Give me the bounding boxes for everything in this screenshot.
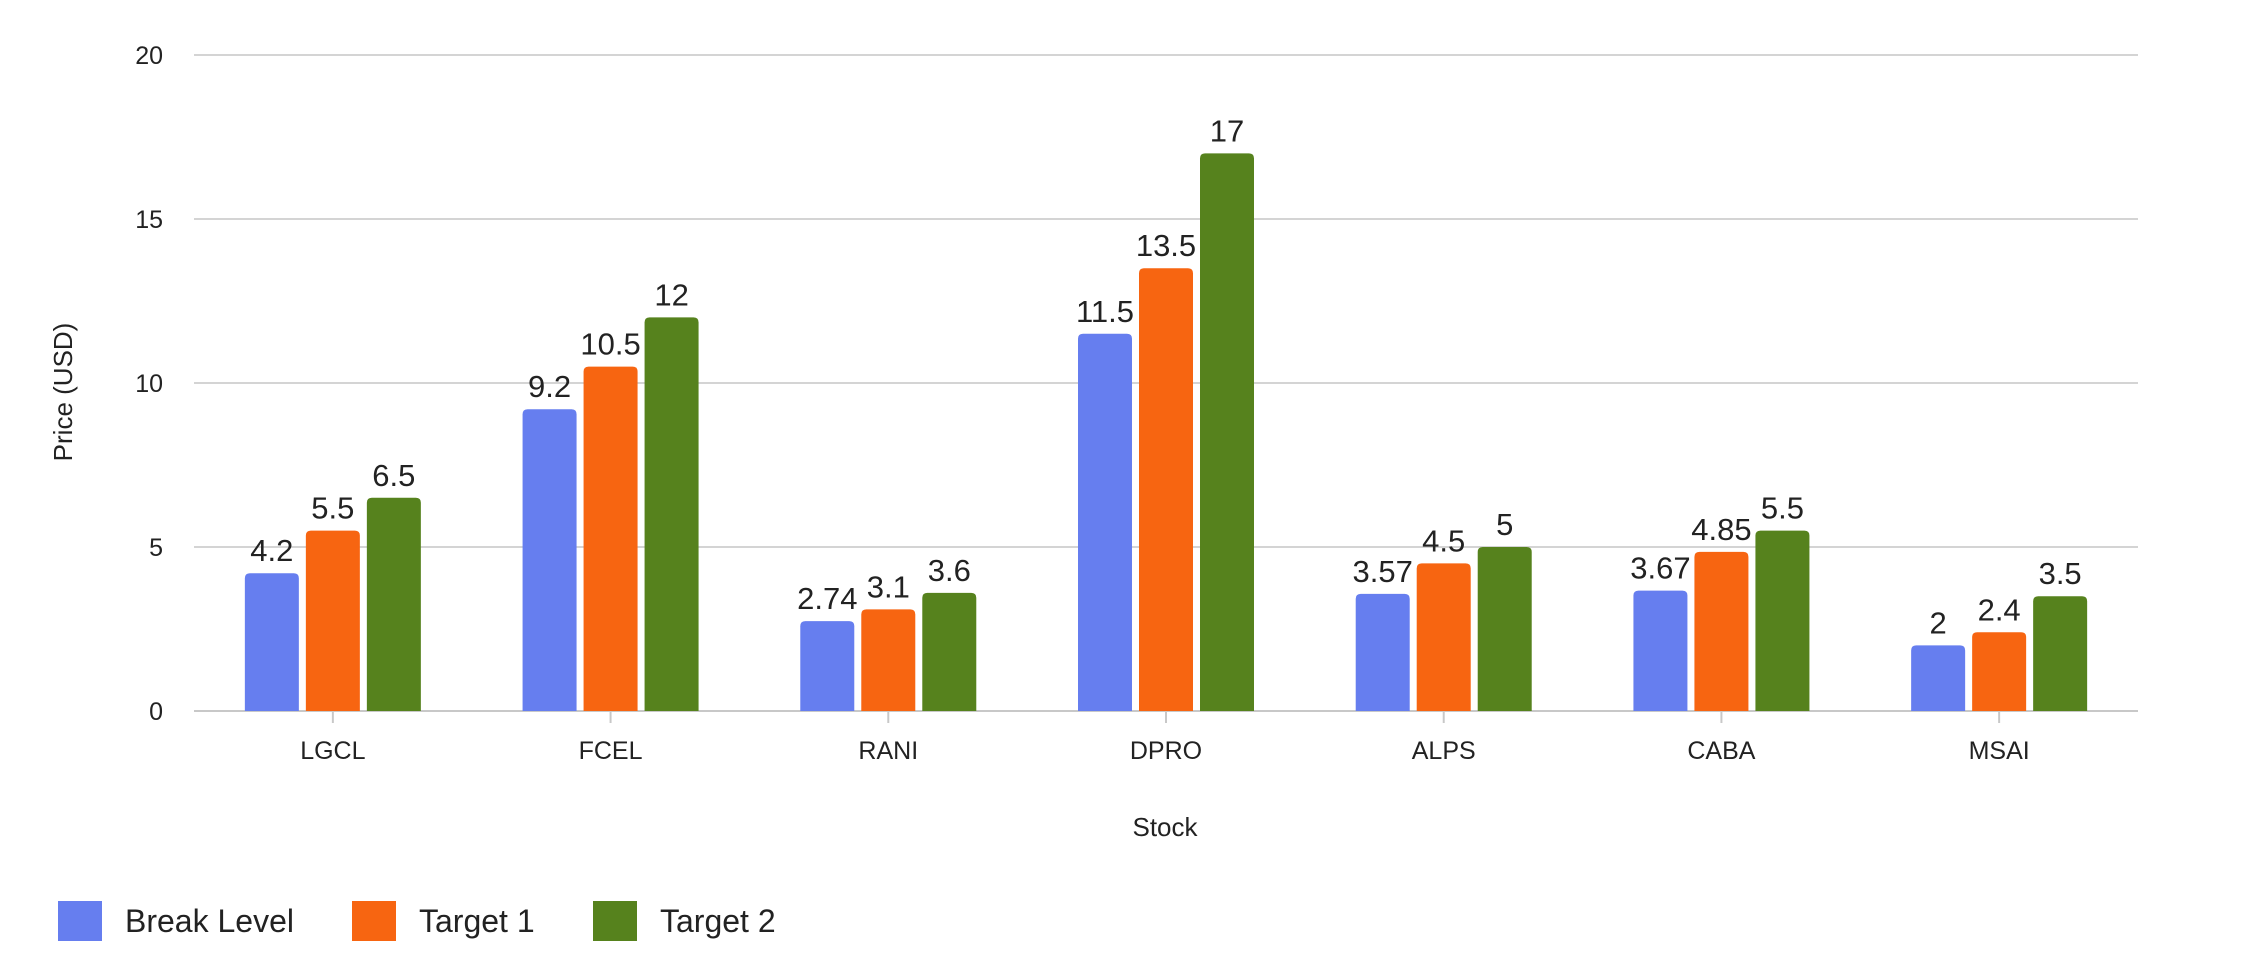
legend-item: Break Level	[58, 901, 294, 941]
y-tick-label: 10	[135, 370, 163, 398]
x-tick-label: FCEL	[579, 737, 643, 765]
bar	[644, 317, 699, 711]
data-label: 2.4	[1978, 592, 2021, 627]
data-label: 11.5	[1076, 294, 1134, 329]
data-label: 3.67	[1630, 551, 1690, 586]
x-axis-ticks: LGCL FCEL RANI DPRO ALPS CABA MSAI	[300, 711, 2030, 765]
legend-swatch	[593, 901, 637, 941]
legend-label: Target 1	[419, 903, 535, 939]
bar	[922, 592, 977, 711]
data-label: 3.5	[2039, 556, 2082, 591]
bar	[1200, 153, 1254, 711]
bar	[2033, 596, 2088, 711]
data-label: 2.74	[797, 581, 857, 616]
data-label: 5.5	[1761, 491, 1804, 526]
y-tick-label: 5	[149, 534, 163, 562]
bar	[244, 573, 299, 711]
bar	[1694, 551, 1749, 711]
legend-swatch	[58, 901, 102, 941]
bar	[1355, 593, 1410, 711]
legend-label: Target 2	[660, 903, 776, 939]
data-label: 5	[1496, 507, 1513, 542]
bar	[522, 409, 577, 711]
data-label: 6.5	[372, 458, 415, 493]
bar	[800, 621, 855, 711]
data-label: 3.6	[928, 553, 971, 588]
x-tick-label: RANI	[858, 737, 918, 765]
x-tick-label: LGCL	[300, 737, 365, 765]
y-tick-label: 0	[149, 698, 163, 726]
bar	[366, 497, 421, 711]
legend-item: Target 1	[352, 901, 535, 941]
data-label: 3.1	[867, 569, 910, 604]
bar	[1633, 590, 1688, 711]
data-label: 13.5	[1136, 228, 1196, 263]
bar	[1078, 333, 1132, 711]
data-label: 4.85	[1691, 512, 1751, 547]
y-axis-ticks: 0 5 10 15 20	[135, 42, 163, 726]
bar	[305, 530, 360, 711]
bar	[1477, 547, 1532, 711]
data-labels: 4.2 5.5 6.5 9.2 10.5 12 2.74 3.1 3.6 11.513.5 17 3.…	[250, 113, 2081, 640]
data-label: 2	[1930, 605, 1947, 640]
data-label: 10.5	[580, 327, 640, 362]
x-tick-label: MSAI	[1969, 737, 2030, 765]
bar	[583, 366, 638, 711]
data-label: 5.5	[311, 491, 354, 526]
bar	[1911, 645, 1966, 711]
y-tick-label: 15	[135, 206, 163, 234]
x-axis-title: Stock	[1132, 812, 1198, 842]
y-axis-title: Price (USD)	[48, 323, 78, 462]
x-tick-label: ALPS	[1412, 737, 1476, 765]
data-label: 17	[1210, 113, 1244, 148]
bar	[861, 609, 916, 711]
data-label: 3.57	[1353, 554, 1413, 589]
legend-item: Target 2	[593, 901, 776, 941]
x-tick-label: DPRO	[1130, 737, 1202, 765]
data-label: 4.2	[250, 533, 293, 568]
bar	[1972, 632, 2027, 711]
data-label: 12	[654, 277, 688, 312]
legend-swatch	[352, 901, 396, 941]
bars	[244, 153, 2088, 711]
y-tick-label: 20	[135, 42, 163, 70]
bar	[1139, 268, 1193, 711]
legend: Break Level Target 1 Target 2	[58, 901, 776, 941]
legend-label: Break Level	[125, 903, 294, 939]
data-label: 9.2	[528, 369, 571, 404]
data-label: 4.5	[1422, 523, 1465, 558]
bar	[1755, 530, 1810, 711]
x-tick-label: CABA	[1687, 737, 1755, 765]
bar	[1416, 563, 1471, 711]
